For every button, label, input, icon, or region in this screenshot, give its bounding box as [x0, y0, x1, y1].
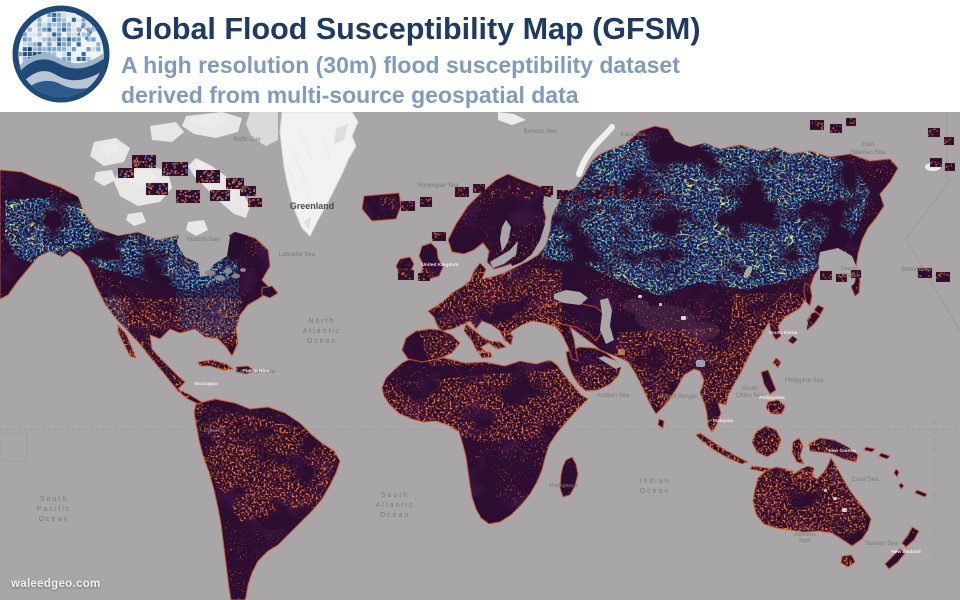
svg-text:Hudson Bay: Hudson Bay	[187, 237, 220, 243]
svg-text:South Korea: South Korea	[769, 330, 798, 336]
svg-text:Ocean: Ocean	[307, 338, 338, 345]
svg-text:Greenland: Greenland	[290, 201, 335, 211]
svg-text:Norwegian Sea: Norwegian Sea	[417, 183, 459, 189]
svg-text:Philippines: Philippines	[759, 395, 785, 401]
svg-text:Siberian Sea: Siberian Sea	[851, 150, 886, 156]
svg-text:Tasman Sea: Tasman Sea	[864, 541, 898, 547]
svg-text:New Guinea: New Guinea	[828, 448, 856, 454]
svg-text:Pacific: Pacific	[37, 506, 72, 513]
svg-text:Philippine Sea: Philippine Sea	[785, 378, 824, 384]
svg-text:Malaysia: Malaysia	[713, 418, 733, 424]
svg-text:Great: Great	[799, 526, 812, 532]
svg-text:South: South	[40, 496, 68, 503]
svg-text:Caribbean Sea: Caribbean Sea	[235, 369, 276, 375]
svg-text:Bay of Bengal: Bay of Bengal	[659, 394, 696, 400]
svg-text:Atlantic: Atlantic	[376, 502, 415, 509]
svg-text:Australian: Australian	[794, 532, 816, 538]
svg-text:Indian: Indian	[639, 478, 670, 485]
svg-text:Okhotsk: Okhotsk	[839, 273, 859, 279]
svg-text:Sea of: Sea of	[841, 266, 857, 272]
svg-text:South: South	[381, 492, 409, 499]
svg-text:Arabian Sea: Arabian Sea	[596, 393, 630, 399]
svg-text:Equator: Equator	[203, 428, 224, 434]
svg-text:North: North	[308, 318, 335, 325]
svg-text:Ocean: Ocean	[640, 488, 671, 495]
svg-text:United Kingdom: United Kingdom	[421, 262, 458, 268]
svg-text:Ocean: Ocean	[39, 516, 70, 523]
svg-text:Ocean: Ocean	[380, 512, 411, 519]
svg-text:Bight: Bight	[799, 538, 811, 544]
svg-text:Puerto Rico: Puerto Rico	[243, 368, 270, 374]
svg-text:Nicaragua: Nicaragua	[194, 381, 218, 387]
svg-text:Atlantic: Atlantic	[303, 328, 342, 335]
svg-text:East: East	[862, 142, 874, 148]
svg-text:Bering Sea: Bering Sea	[901, 267, 931, 273]
svg-text:South: South	[742, 386, 758, 392]
svg-text:New Zealand: New Zealand	[891, 549, 920, 555]
svg-text:China Sea: China Sea	[736, 393, 765, 399]
svg-text:Baffin Bay: Baffin Bay	[233, 137, 260, 143]
svg-text:Coral Sea: Coral Sea	[852, 477, 879, 483]
svg-text:Labrador Sea: Labrador Sea	[279, 252, 316, 258]
svg-text:Kara Sea: Kara Sea	[620, 132, 646, 138]
svg-text:Barents Sea: Barents Sea	[523, 129, 557, 135]
svg-text:Madagascar: Madagascar	[549, 483, 579, 489]
